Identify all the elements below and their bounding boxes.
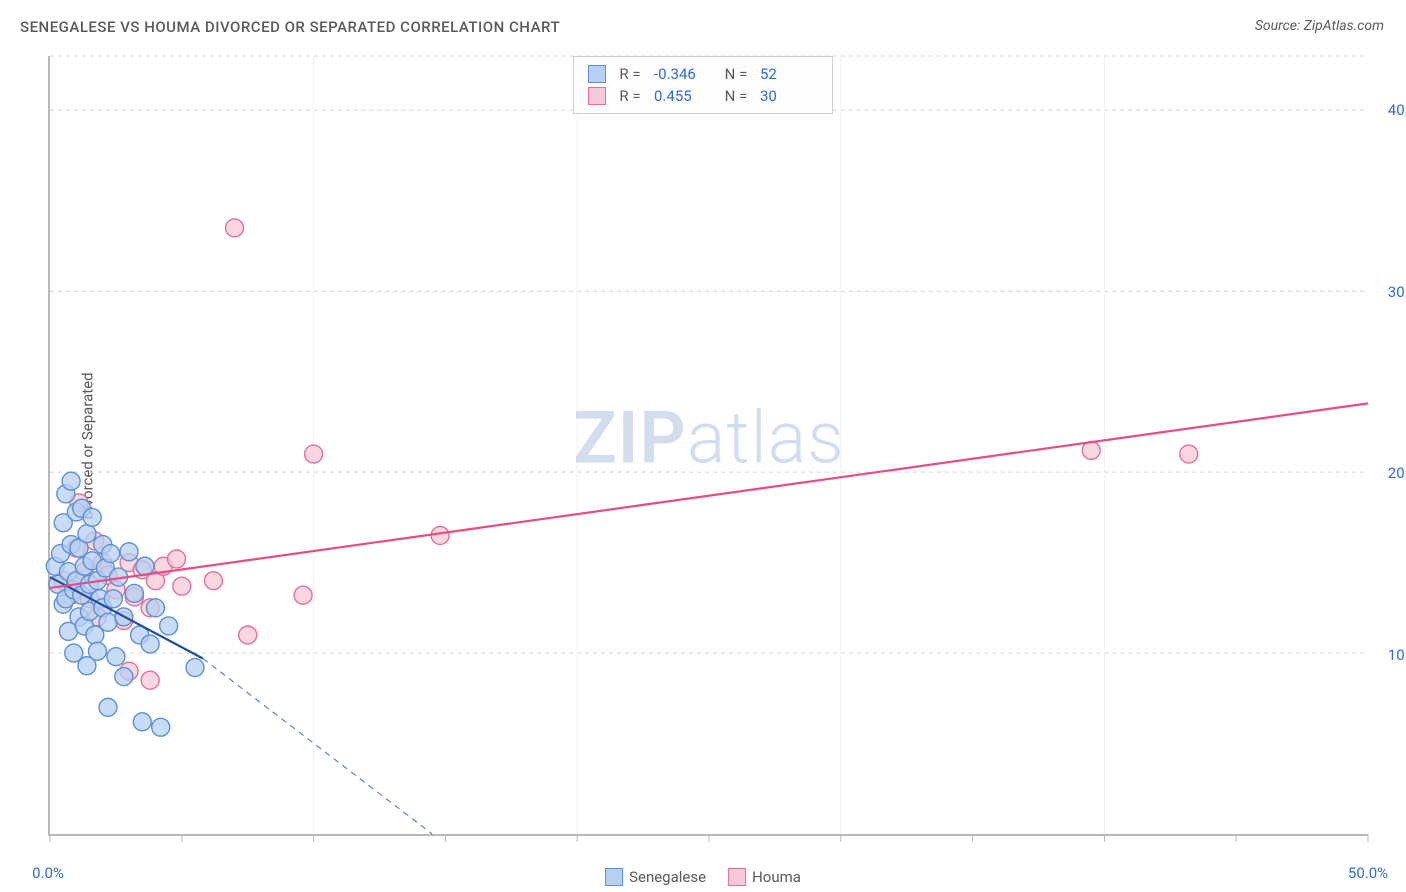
swatch-icon — [588, 65, 606, 83]
r-label: R = — [616, 87, 644, 105]
n-label: N = — [722, 65, 750, 83]
chart-svg — [50, 56, 1368, 834]
r-value: -0.346 — [654, 65, 712, 83]
swatch-icon — [588, 87, 606, 105]
source-attribution: Source: ZipAtlas.com — [1255, 18, 1384, 34]
swatch-icon — [728, 868, 746, 886]
r-label: R = — [616, 65, 644, 83]
n-value: 52 — [760, 65, 818, 83]
legend-item: Senegalese — [605, 868, 706, 886]
legend-item: Houma — [728, 868, 801, 886]
swatch-icon — [605, 868, 623, 886]
correlation-stats-box: R = -0.346 N = 52 R = 0.455 N = 30 — [573, 56, 833, 114]
legend: Senegalese Houma — [605, 868, 801, 886]
y-tick-label: 30.0% — [1374, 283, 1406, 301]
legend-label: Senegalese — [629, 868, 706, 886]
r-value: 0.455 — [654, 87, 712, 105]
chart-plot-area: ZIPatlas 10.0%20.0%30.0%40.0% — [48, 56, 1368, 836]
y-tick-label: 40.0% — [1374, 101, 1406, 119]
x-tick-label: 0.0% — [32, 864, 64, 882]
stats-row: R = 0.455 N = 30 — [588, 85, 818, 107]
chart-title: SENEGALESE VS HOUMA DIVORCED OR SEPARATE… — [20, 18, 560, 36]
legend-label: Houma — [752, 868, 801, 886]
y-tick-label: 10.0% — [1374, 646, 1406, 664]
n-value: 30 — [760, 87, 818, 105]
x-tick-label: 50.0% — [1348, 864, 1388, 882]
stats-row: R = -0.346 N = 52 — [588, 63, 818, 85]
y-tick-label: 20.0% — [1374, 464, 1406, 482]
n-label: N = — [722, 87, 750, 105]
